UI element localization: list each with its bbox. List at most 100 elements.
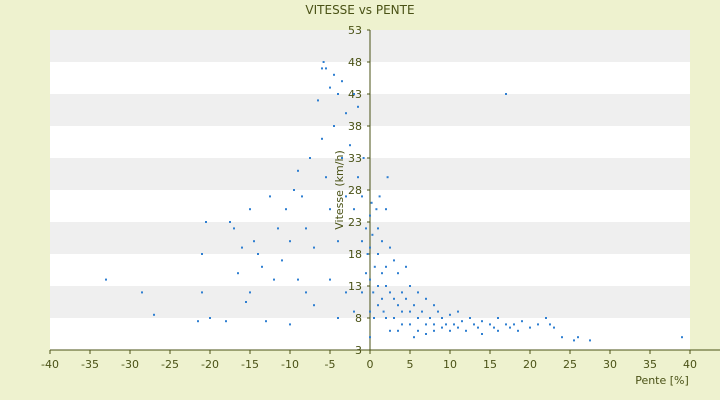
- data-point: [493, 326, 495, 329]
- data-point: [389, 246, 391, 249]
- y-tick-label: 13: [348, 280, 362, 293]
- data-point: [405, 265, 407, 268]
- y-tick-label: 23: [348, 216, 362, 229]
- data-point: [409, 285, 411, 287]
- y-tick-label: 48: [348, 56, 362, 69]
- data-point: [405, 297, 407, 300]
- data-point: [589, 339, 591, 342]
- data-point: [401, 310, 403, 313]
- y-tick-label: 33: [348, 152, 362, 165]
- data-point: [425, 333, 427, 335]
- data-point: [385, 208, 387, 211]
- data-point: [385, 265, 387, 268]
- data-point: [545, 317, 547, 319]
- x-tick-label: 40: [683, 358, 697, 371]
- x-tick-label: 20: [523, 358, 537, 371]
- data-point: [345, 195, 347, 198]
- data-point: [449, 313, 451, 316]
- x-tick-label: 0: [367, 358, 374, 371]
- data-point: [561, 336, 563, 339]
- data-point: [517, 329, 519, 332]
- y-tick-label: 8: [355, 312, 362, 325]
- data-point: [509, 326, 511, 329]
- data-point: [386, 176, 389, 179]
- data-point: [325, 176, 327, 179]
- x-tick-label: -15: [241, 358, 259, 371]
- data-point: [349, 144, 351, 147]
- data-point: [201, 253, 203, 255]
- data-point: [381, 240, 383, 243]
- data-point: [289, 323, 291, 326]
- x-tick-label: -20: [201, 358, 219, 371]
- data-point: [241, 246, 243, 249]
- data-point: [417, 329, 419, 332]
- x-tick-label: 25: [563, 358, 577, 371]
- data-point: [329, 278, 331, 281]
- data-point: [449, 329, 451, 332]
- data-point: [381, 272, 383, 275]
- data-point: [369, 214, 371, 217]
- y-tick-label: 28: [348, 184, 362, 197]
- data-point: [269, 195, 271, 198]
- data-point: [537, 323, 539, 326]
- data-point: [329, 208, 331, 211]
- data-point: [377, 285, 379, 287]
- data-point: [369, 246, 371, 249]
- data-point: [345, 112, 347, 115]
- data-point: [433, 304, 435, 307]
- data-point: [297, 278, 299, 281]
- data-point: [209, 317, 211, 319]
- y-axis-label: Vitesse (km/h): [333, 150, 346, 230]
- data-point: [197, 320, 199, 323]
- x-tick-label: -25: [161, 358, 179, 371]
- data-point: [261, 265, 263, 268]
- data-point: [393, 259, 395, 262]
- data-point: [401, 323, 403, 326]
- data-point: [337, 93, 339, 95]
- data-point: [549, 323, 551, 326]
- data-point: [245, 301, 247, 303]
- data-point: [409, 323, 411, 326]
- data-point: [425, 323, 427, 326]
- data-point: [389, 329, 391, 332]
- data-point: [353, 310, 355, 313]
- data-point: [457, 326, 459, 329]
- data-point: [378, 195, 381, 198]
- data-point: [361, 240, 363, 243]
- data-point: [205, 221, 207, 223]
- data-point: [345, 291, 347, 294]
- data-point: [321, 67, 323, 70]
- data-point: [357, 176, 359, 179]
- data-point: [373, 265, 376, 268]
- data-point: [281, 259, 283, 262]
- data-point: [573, 339, 575, 342]
- data-point: [305, 291, 307, 294]
- data-point: [375, 208, 378, 211]
- data-point: [433, 323, 435, 326]
- data-point: [505, 93, 507, 95]
- data-point: [437, 310, 439, 313]
- data-point: [257, 253, 259, 255]
- data-point: [385, 285, 387, 287]
- data-point: [429, 317, 431, 319]
- data-point: [453, 323, 455, 326]
- data-point: [473, 323, 475, 326]
- data-point: [397, 272, 399, 275]
- data-point: [309, 157, 311, 159]
- data-point: [465, 329, 467, 332]
- data-points: [105, 61, 683, 342]
- data-point: [421, 310, 423, 313]
- data-point: [265, 320, 267, 323]
- data-point: [369, 310, 371, 313]
- x-axis-label: Pente [%]: [635, 374, 689, 387]
- data-point: [389, 291, 391, 294]
- data-point: [401, 291, 403, 294]
- data-point: [381, 297, 383, 300]
- data-point: [529, 326, 531, 329]
- x-tick-label: 5: [407, 358, 414, 371]
- x-tick-label: -30: [121, 358, 139, 371]
- data-point: [577, 336, 579, 339]
- data-point: [141, 291, 143, 294]
- data-point: [225, 320, 227, 323]
